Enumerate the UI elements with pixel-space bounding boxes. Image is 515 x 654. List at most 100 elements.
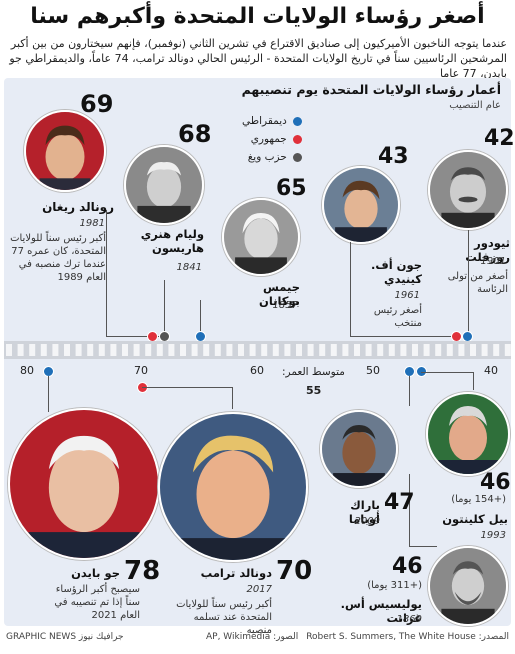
axis-tick-mark (458, 344, 465, 356)
name-biden: جو بايدن (71, 566, 120, 580)
axis-tick-mark (122, 344, 128, 356)
axis-tick-mark (40, 344, 47, 356)
connector-kennedy-h (350, 336, 456, 337)
average-value: 55 (306, 384, 322, 397)
axis-tick-mark (354, 344, 360, 356)
axis-tick-mark (400, 344, 407, 356)
axis-tick-mark (307, 344, 314, 356)
axis-tick-mark (423, 344, 430, 356)
name-reagan: رونالد ريغان (42, 200, 114, 214)
connector-reagan (106, 210, 107, 336)
axis-tick-mark (388, 344, 395, 356)
legend-item-democrat: ديمقراطي (242, 112, 302, 130)
age-trump: 70 (276, 556, 313, 586)
axis-tick-mark (296, 344, 302, 356)
axis-tick-mark (261, 344, 268, 356)
axis-tick-mark (377, 344, 384, 356)
year-kennedy: 1961 (394, 290, 420, 301)
connector-trump-h (142, 387, 232, 388)
axis-tick-mark (226, 344, 233, 356)
axis-tick-mark (17, 344, 24, 356)
year-roosevelt: 1901 (480, 256, 506, 267)
portrait-clinton (426, 392, 510, 476)
chart-subtitle: أعمار رؤساء الولايات المتحدة يوم تنصيبهم (241, 82, 501, 97)
axis-tick-mark (284, 344, 291, 356)
connector-roosevelt (468, 230, 469, 336)
axis-tick-mark (75, 344, 82, 356)
connector-grant (409, 474, 410, 546)
name-grant: يوليسيس أس. غرانت (340, 597, 422, 625)
name-harrison: وليام هنري هاريسون (140, 227, 204, 255)
connector-biden (48, 376, 49, 412)
note-biden: سيصبح أكبر الرؤساء سناً إذا تم تنصيبه في… (54, 584, 140, 621)
intro-text: عندما يتوجه الناخبون الأميركيون إلى صناد… (9, 37, 507, 80)
age-biden: 78 (124, 556, 161, 586)
portrait-trump (158, 412, 308, 562)
portrait-biden (8, 408, 160, 560)
photo-credit: الصور: AP, Wikimedia (206, 632, 299, 642)
portrait-reagan (24, 110, 106, 192)
legend: ديمقراطي جمهوري حزب ويغ (242, 112, 302, 166)
connector-clinton (473, 372, 474, 390)
axis-tick-mark (168, 344, 175, 356)
republican-dot-icon (292, 134, 302, 144)
year-buchanan: 1857 (272, 300, 298, 311)
note-kennedy: أصغر رئيس منتخب (373, 305, 422, 329)
axis-tick-mark (64, 344, 70, 356)
year-grant: 1869 (396, 614, 422, 625)
age-axis (4, 341, 511, 359)
chart-subtitle-year: عام التنصيب (449, 100, 501, 111)
portrait-harrison (124, 145, 204, 225)
axis-tick-mark (6, 344, 12, 356)
axis-tick-mark (180, 344, 186, 356)
pin-clinton (416, 366, 427, 377)
axis-tick-mark (446, 344, 453, 356)
age-roosevelt: 42 (484, 126, 515, 151)
year-reagan: 1981 (79, 218, 105, 229)
axis-tick-mark (133, 344, 140, 356)
days-grant: (+311 يوما) (367, 580, 422, 591)
year-trump: 2017 (246, 584, 272, 595)
year-harrison: 1841 (176, 262, 202, 273)
connector-reagan-h (106, 336, 164, 337)
axis-tick-mark (29, 344, 36, 356)
name-trump: دونالد ترامب (200, 566, 272, 580)
note-reagan: أكبر رئيس سناً للولايات المتحدة، كان عمر… (10, 233, 106, 283)
year-clinton: 1993 (480, 530, 506, 541)
brand-credit: GRAPHIC NEWS جرافيك نيوز (6, 632, 124, 642)
legend-label: جمهوري (250, 133, 287, 145)
axis-tick-mark (87, 344, 94, 356)
axis-tick-mark (493, 344, 500, 356)
tick-50: 50 (366, 364, 380, 377)
note-trump: أكبر رئيس سناً للولايات المتحدة عند تسلم… (176, 599, 272, 636)
age-grant: 46 (392, 554, 423, 579)
age-reagan: 69 (80, 90, 114, 118)
connector-grant-h (409, 546, 437, 547)
name-obama: باراك أوباما (348, 498, 380, 526)
tick-80: 80 (20, 364, 34, 377)
connector-kennedy (350, 242, 351, 336)
axis-tick-mark (319, 344, 326, 356)
axis-tick-mark (249, 344, 256, 356)
axis-tick-mark (52, 344, 59, 356)
portrait-buchanan (222, 198, 300, 276)
portrait-roosevelt (428, 150, 508, 230)
connector-buchanan (200, 300, 201, 336)
portrait-kennedy (322, 166, 400, 244)
tick-40: 40 (484, 364, 498, 377)
axis-tick-mark (272, 344, 279, 356)
portrait-grant (428, 546, 508, 626)
page-title: أصغر رؤساء الولايات المتحدة وأكبرهم سنا (30, 4, 485, 29)
name-roosevelt: ثيودور روزفلت (465, 236, 510, 264)
portrait-obama (320, 410, 398, 488)
name-buchanan: جيمس بوكانان (259, 280, 300, 308)
axis-tick-mark (481, 344, 488, 356)
age-obama: 47 (384, 490, 415, 515)
connector-trump (232, 387, 233, 409)
axis-tick-mark (156, 344, 163, 356)
age-harrison: 68 (178, 120, 212, 148)
axis-tick-mark (470, 344, 476, 356)
year-obama: 2009 (354, 516, 380, 527)
age-buchanan: 65 (276, 176, 307, 201)
